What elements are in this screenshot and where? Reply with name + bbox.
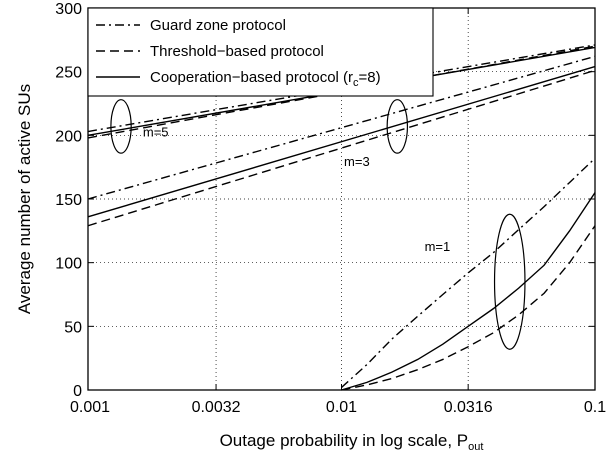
y-tick-label: 50 [64,319,82,336]
x-tick-labels: 0.001 0.0032 0.01 0.0316 0.1 [70,399,606,416]
x-axis-label: Outage probability in log scale, Pout [220,431,484,451]
annotation-m5: m=5 [143,125,169,140]
legend-label: Guard zone protocol [150,17,286,34]
legend-label-main: Cooperation−based protocol (r [150,69,353,86]
ellipse-annotations [110,99,526,350]
y-tick-label: 200 [55,128,82,145]
y-tick-label: 250 [55,65,82,82]
series-line-m1-dashed [341,225,596,391]
ellipse-m5 [110,99,132,154]
legend-label-subscript: c [353,77,359,89]
ellipse-m3 [386,99,409,154]
y-tick-label: 300 [55,1,82,18]
series-line-m1-dashdot [341,157,596,388]
y-tick-labels: 0 50 100 150 200 250 300 [55,1,82,400]
y-tick-label: 150 [55,192,82,209]
x-axis-label-main: Outage probability in log scale, P [220,431,469,450]
y-tick-label: 100 [55,256,82,273]
legend: Guard zone protocol Threshold−based proto… [87,7,434,97]
annotations: m=5 m=3 m=1 [143,125,450,255]
series-line-m3-dashed [87,69,596,227]
x-tick-label: 0.001 [70,399,110,416]
x-tick-label: 0.0032 [192,399,241,416]
ellipse-m1 [493,213,526,350]
y-tick-label: 0 [73,383,82,400]
series-line-m3-dashdot [87,55,596,200]
series-line-m1-solid [341,192,596,391]
y-axis-label: Average number of active SUs [15,84,34,314]
annotation-m1: m=1 [425,239,451,254]
series-line-m3-solid [87,65,596,218]
x-tick-label: 0.1 [584,399,606,416]
legend-label-main: Guard zone protocol [150,17,286,34]
legend-label-suffix: =8) [359,69,381,86]
x-tick-label: 0.0316 [444,399,493,416]
x-axis-label-subscript: out [468,441,483,451]
legend-label: Threshold−based protocol [150,43,324,60]
legend-box [87,7,434,97]
x-tick-label: 0.01 [326,399,357,416]
legend-label-main: Threshold−based protocol [150,43,324,60]
legend-label: Cooperation−based protocol (rc=8) [150,69,381,89]
annotation-m3: m=3 [344,154,370,169]
